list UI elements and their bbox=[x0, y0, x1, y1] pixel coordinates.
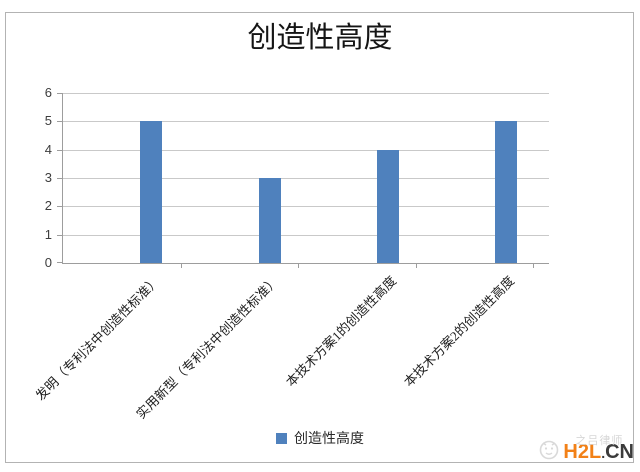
watermark-brand-dot: . bbox=[601, 445, 606, 461]
watermark-text-group: 之吕律师 H2L.CN bbox=[563, 435, 634, 463]
y-axis-label-2: 2 bbox=[44, 198, 52, 214]
legend-label: 创造性高度 bbox=[294, 432, 364, 447]
y-axis-label-1: 1 bbox=[44, 226, 52, 242]
y-tick-mark-1 bbox=[57, 234, 63, 236]
legend-marker-swatch bbox=[276, 432, 287, 444]
bar-3 bbox=[376, 149, 399, 263]
x-tick-mark-3 bbox=[416, 263, 418, 268]
watermark-brand-suffix: CN bbox=[605, 441, 634, 463]
y-tick-mark-6 bbox=[57, 93, 63, 94]
x-axis-labels: 发明（专利法中创造性标准） 实用新型（专利法中创造性标准） 本技术方案1的创造性高度… bbox=[33, 271, 548, 431]
y-axis-label-4: 4 bbox=[44, 141, 52, 157]
gridline-y-3 bbox=[63, 178, 549, 179]
y-axis-label-6: 6 bbox=[44, 85, 52, 100]
gridline-y-1 bbox=[63, 234, 549, 236]
x-tick-mark-4 bbox=[532, 263, 534, 268]
y-axis-labels: 0 1 2 3 4 5 6 bbox=[26, 86, 52, 270]
bar-1 bbox=[140, 121, 163, 263]
gridline-y-4 bbox=[63, 149, 549, 151]
bar-2 bbox=[258, 178, 281, 263]
chart-title: 创造性高度 bbox=[247, 22, 393, 54]
y-axis-label-3: 3 bbox=[44, 170, 52, 185]
x-tick-mark-2 bbox=[298, 263, 300, 268]
watermark: 之吕律师 H2L.CN bbox=[537, 431, 634, 463]
y-tick-mark-5 bbox=[57, 121, 63, 123]
y-tick-mark-4 bbox=[57, 149, 63, 151]
y-axis-label-0: 0 bbox=[44, 255, 52, 270]
watermark-brand: H2L.CN bbox=[563, 441, 634, 463]
gridline-y-2 bbox=[63, 206, 549, 208]
x-tick-mark-1 bbox=[181, 263, 183, 268]
y-tick-mark-3 bbox=[57, 178, 63, 179]
x-axis-label-3: 本技术方案1的创造性高度 bbox=[283, 273, 400, 390]
bar-4 bbox=[494, 121, 517, 263]
legend: 创造性高度 bbox=[0, 428, 640, 448]
chart-outer-border bbox=[5, 12, 634, 463]
y-tick-mark-0 bbox=[57, 262, 63, 263]
y-axis-label-5: 5 bbox=[44, 113, 52, 129]
x-axis-label-4: 本技术方案2的创造性高度 bbox=[401, 273, 518, 390]
plot-area bbox=[57, 93, 549, 268]
smiley-face-icon bbox=[540, 440, 559, 460]
y-tick-mark-2 bbox=[57, 206, 63, 208]
watermark-brand-primary: H2L bbox=[563, 441, 602, 463]
gridline-y-5 bbox=[63, 121, 549, 123]
watermark-faint-text: 之吕律师 bbox=[575, 435, 624, 447]
gridline-y-6 bbox=[63, 93, 549, 94]
